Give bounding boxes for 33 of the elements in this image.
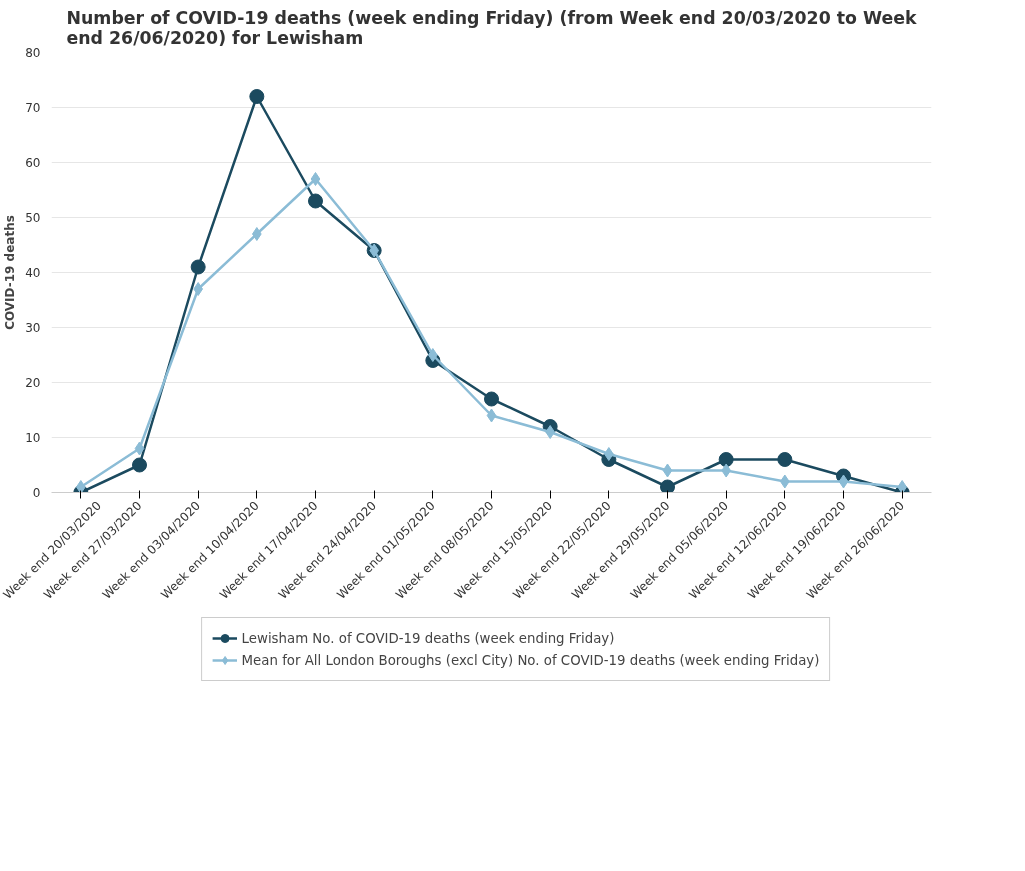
point <box>486 408 497 423</box>
point <box>249 89 265 104</box>
point <box>838 474 849 489</box>
legend-label: Mean for All London Boroughs (excl City) No. of COVID-19 deaths (week ending Friday) <box>241 652 820 668</box>
point <box>718 452 734 467</box>
point <box>310 172 321 186</box>
point <box>662 463 673 478</box>
point <box>252 227 262 241</box>
point <box>428 348 438 362</box>
y-tick-label: 10 <box>25 431 41 445</box>
point <box>193 282 203 296</box>
y-tick-label: 80 <box>25 46 41 60</box>
point <box>134 441 145 456</box>
point <box>777 452 793 467</box>
legend-label: Lewisham No. of COVID-19 deaths (week ending Friday) <box>241 630 615 646</box>
point <box>604 447 614 461</box>
y-tick-label: 20 <box>25 376 41 390</box>
point <box>660 479 675 493</box>
point <box>132 457 147 473</box>
y-tick-label: 60 <box>25 156 41 170</box>
y-tick-label: 50 <box>25 211 41 225</box>
y-tick-label: 30 <box>25 321 41 335</box>
y-axis-title: COVID-19 deaths <box>3 215 18 330</box>
point <box>190 259 206 275</box>
point <box>76 480 86 493</box>
point <box>897 480 907 493</box>
point <box>545 425 555 439</box>
y-tick-label: 40 <box>25 266 41 280</box>
point <box>484 391 499 407</box>
y-tick-label: 70 <box>25 101 41 115</box>
chart-title: Number of COVID-19 deaths (week ending Friday) (from Week end 20/03/2020 to Week end 26/06/2020) for Lewisham <box>66 7 917 48</box>
point <box>308 193 323 209</box>
y-tick-label: 0 <box>32 486 41 500</box>
